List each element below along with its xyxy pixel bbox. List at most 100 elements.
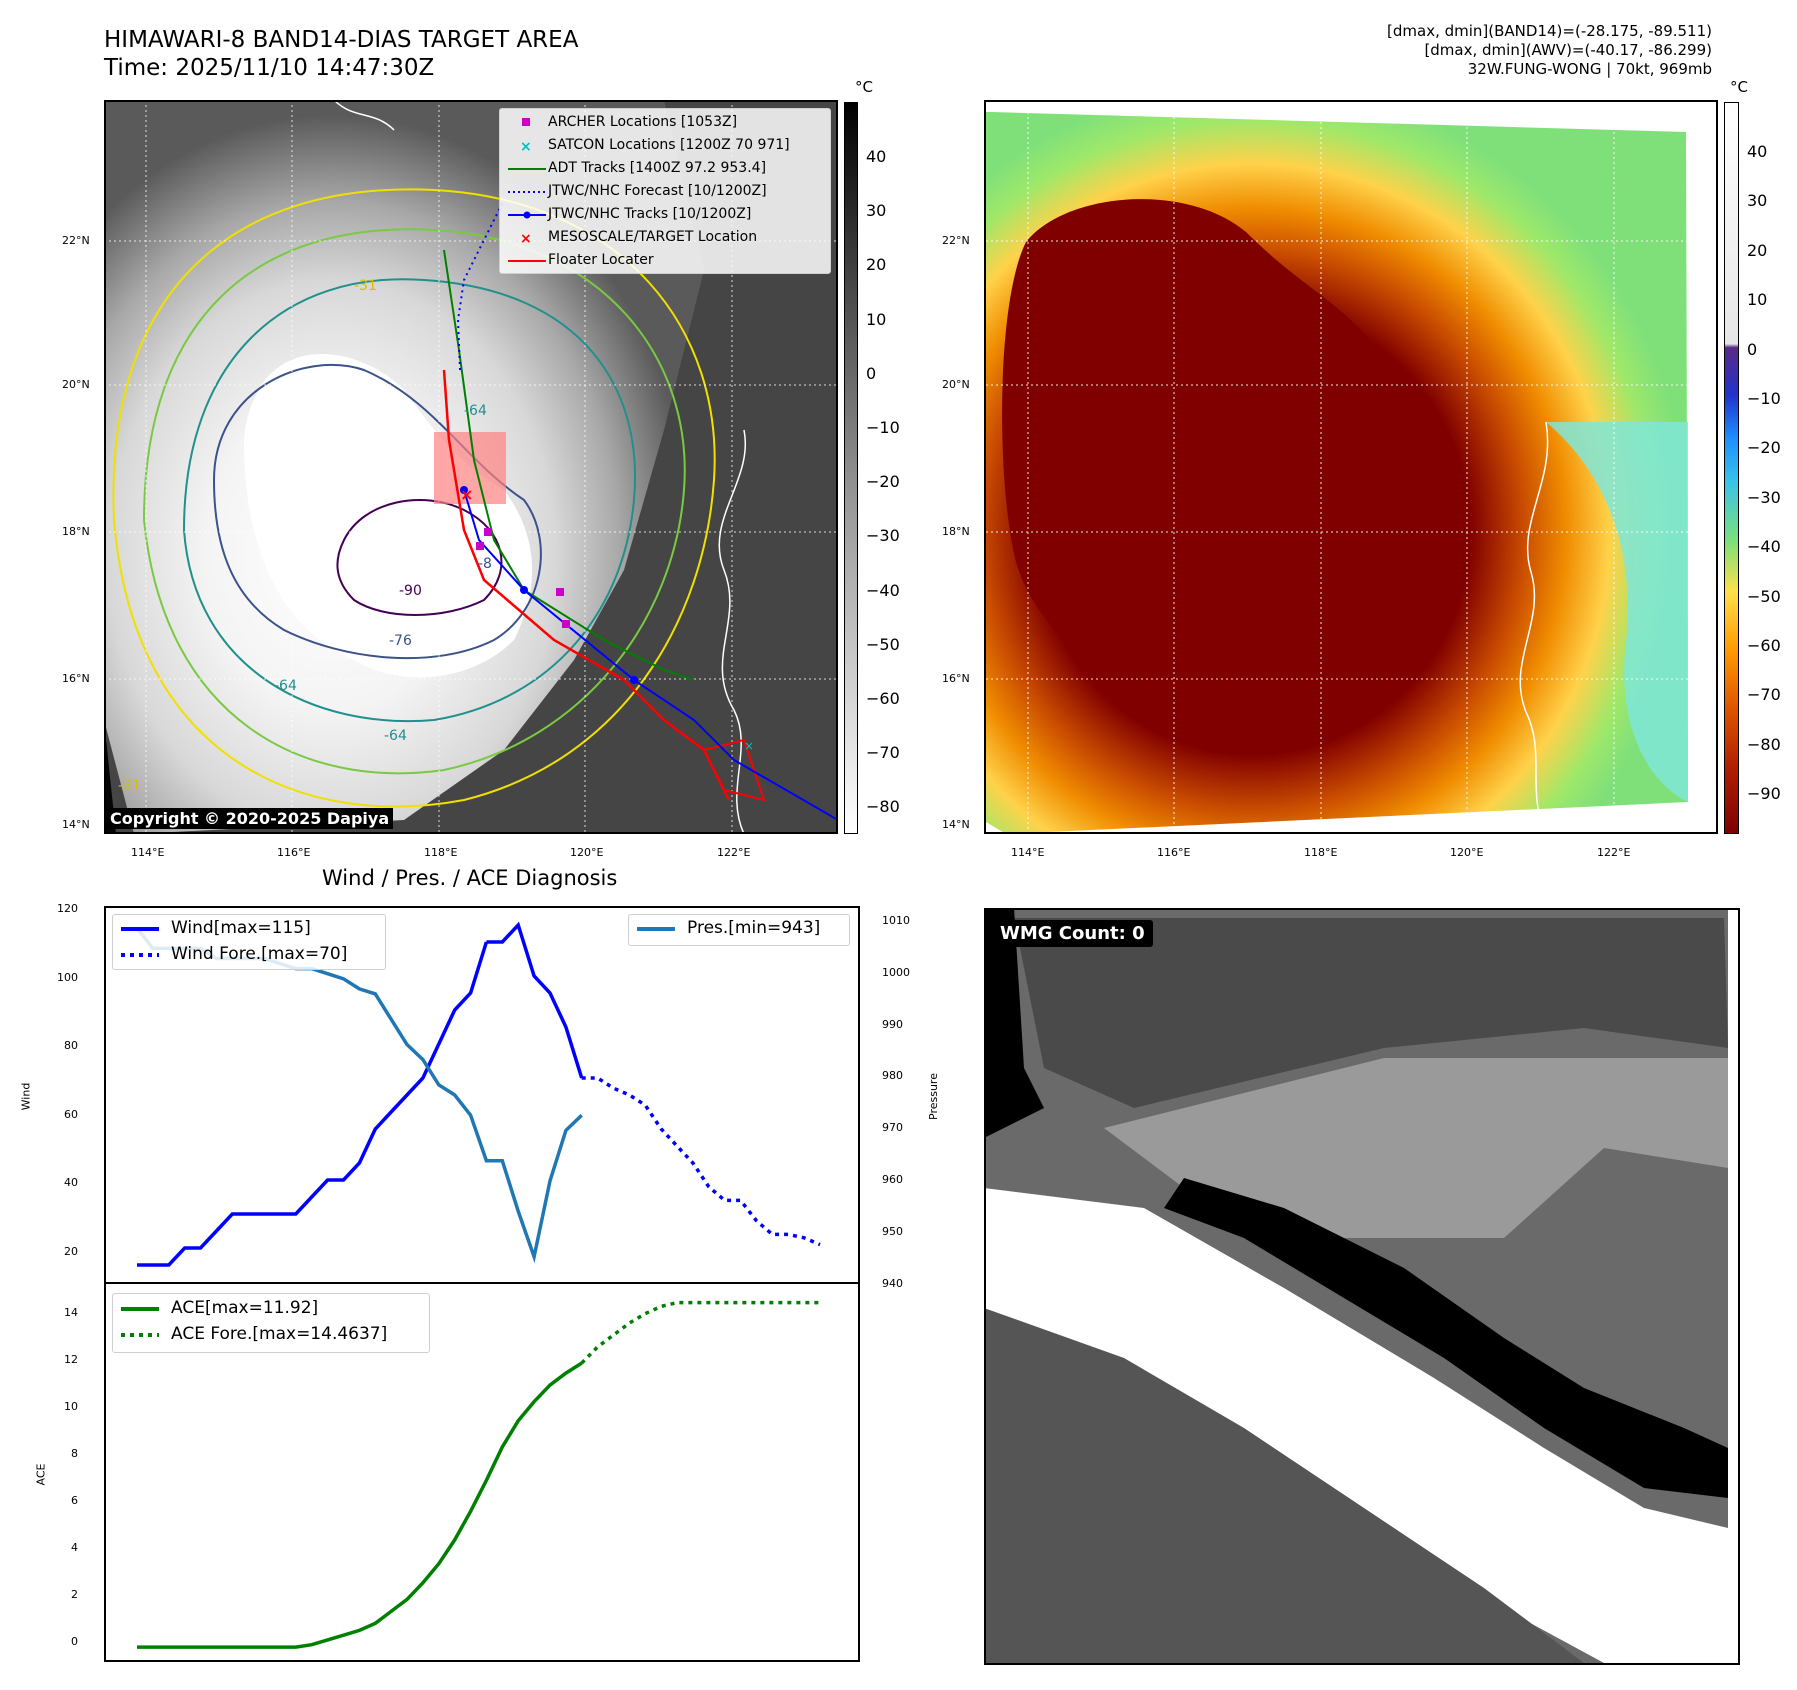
legend-entry: JTWC/NHC Tracks [10/1200Z] <box>500 203 830 226</box>
legend-swatch <box>508 211 546 219</box>
series-line <box>137 1361 583 1649</box>
info-block: [dmax, dmin](BAND14)=(-28.175, -89.511) … <box>1387 22 1712 79</box>
lon-tick: 114°E <box>131 846 165 859</box>
colorbar-right-tick: 10 <box>1747 290 1768 310</box>
contour-label: -90 <box>399 583 422 599</box>
satcon-location: × <box>744 739 754 753</box>
lat-tick: 16°N <box>62 672 90 685</box>
archer-location <box>484 528 492 536</box>
legend-swatch <box>508 191 546 193</box>
wind-tick: 100 <box>57 970 78 984</box>
wind-tick: 60 <box>64 1107 78 1121</box>
colorbar-right-tick: 40 <box>1747 142 1768 161</box>
colorbar-left-tick: −70 <box>866 743 900 763</box>
floater-locater-track <box>442 369 731 801</box>
legend-entry: ADT Tracks [1400Z 97.2 953.4] <box>500 157 830 180</box>
wmg-dark-region <box>1014 918 1728 1108</box>
lat-tick: 18°N <box>942 525 970 538</box>
pres-legend-rows: Pres.[min=943] <box>629 917 849 943</box>
legend-label: Pres.[min=943] <box>687 918 821 938</box>
ace-series-group <box>137 1300 820 1649</box>
legend-label: JTWC/NHC Tracks [10/1200Z] <box>548 206 752 222</box>
svg-text:×: × <box>520 139 532 155</box>
legend-label: Wind[max=115] <box>171 918 311 938</box>
legend-label: MESOSCALE/TARGET Location <box>548 229 758 245</box>
wmg-svg <box>984 908 1738 1663</box>
legend-entry: ACE[max=11.92] <box>113 1297 429 1323</box>
target-location: × <box>460 485 473 504</box>
ace-tick: 14 <box>64 1306 78 1319</box>
wmg-black-band <box>1164 1178 1728 1498</box>
jtwc-point <box>520 586 528 594</box>
legend-swatch: × <box>520 231 532 247</box>
diag-title: Wind / Pres. / ACE Diagnosis <box>322 866 618 890</box>
colorbar-right-tick: −70 <box>1747 685 1781 705</box>
lat-tick: 22°N <box>62 234 90 247</box>
contour-label: -8 <box>478 556 492 572</box>
colorbar-left-tick: 10 <box>866 309 887 329</box>
awv-gridlines <box>986 102 1718 834</box>
wind-ylabel: Wind <box>19 1082 33 1111</box>
legend-entry: Floater Locater <box>500 249 830 272</box>
legend-swatch <box>522 118 530 126</box>
colorbar-left-tick: −60 <box>866 689 900 708</box>
colorbar-right-unit: °C <box>1730 78 1748 96</box>
ace-tick: 4 <box>71 1541 78 1554</box>
contour-neg64 <box>182 278 636 722</box>
legend-swatch: × <box>520 139 532 155</box>
wind-tick: 40 <box>64 1176 78 1190</box>
legend-entry: Wind[max=115] <box>113 917 385 943</box>
map-legend-rows: ARCHER Locations [1053Z] × SATCON Location… <box>500 111 830 272</box>
legend-swatch <box>121 1333 159 1337</box>
title-line1: HIMAWARI-8 BAND14-DIAS TARGET AREA <box>104 27 579 53</box>
legend-entry: Pres.[min=943] <box>629 917 849 943</box>
archer-location <box>476 542 484 550</box>
legend-label: ARCHER Locations [1053Z] <box>548 114 738 130</box>
lat-tick: 16°N <box>942 672 970 685</box>
colorbar-right-tick: −50 <box>1747 586 1781 606</box>
colorbar-left-tick: 0 <box>866 363 877 383</box>
pres-tick: 990 <box>882 1017 903 1031</box>
pres-tick: 980 <box>882 1069 903 1083</box>
contour-neg90 <box>336 499 503 616</box>
wmg-white-band <box>984 1188 1728 1663</box>
lat-tick: 20°N <box>942 378 970 391</box>
wmg-right-edge <box>1728 908 1738 1663</box>
colorbar-right-tick: −80 <box>1747 734 1781 754</box>
colorbar-left-tick: −20 <box>866 472 900 492</box>
contour-label: -76 <box>389 633 412 649</box>
contour-neg76 <box>212 364 542 660</box>
lon-tick: 120°E <box>570 846 604 859</box>
wind-legend: Wind[max=115] Wind Fore.[max=70] <box>112 914 386 970</box>
cold-core <box>244 354 533 678</box>
pres-tick: 940 <box>882 1276 903 1290</box>
pres-series-group <box>135 927 583 1264</box>
legend-entry: Wind Fore.[max=70] <box>113 943 385 969</box>
coastline-china <box>333 100 395 131</box>
legend-label: ADT Tracks [1400Z 97.2 953.4] <box>548 160 767 176</box>
colorbar-left-tick: 30 <box>866 201 887 221</box>
wmg-light-region <box>1104 1058 1728 1238</box>
ace-axes-frame <box>104 1282 860 1662</box>
ace-tick: 12 <box>64 1353 78 1366</box>
contour-neg50 <box>142 228 686 775</box>
legend-swatch <box>121 953 159 957</box>
series-line <box>581 1076 821 1247</box>
wmg-lower-region <box>984 1308 1584 1663</box>
colorbar-right-tick: −30 <box>1747 487 1781 507</box>
title-line2: Time: 2025/11/10 14:47:30Z <box>104 55 435 81</box>
legend-label: Floater Locater <box>548 252 654 268</box>
colorbar-left-unit: °C <box>855 78 873 96</box>
ace-tick: 8 <box>71 1447 78 1460</box>
legend-entry: × MESOSCALE/TARGET Location <box>500 226 830 249</box>
adt-track <box>443 249 695 681</box>
colorbar-right-tick: 20 <box>1747 240 1768 260</box>
map-legend: ARCHER Locations [1053Z] × SATCON Location… <box>499 108 831 274</box>
lon-tick: 122°E <box>1597 846 1631 859</box>
legend-swatch <box>121 927 159 931</box>
ace-ylabel: ACE <box>34 1463 48 1486</box>
ace-tick: 2 <box>71 1588 78 1601</box>
legend-entry: JTWC/NHC Forecast [10/1200Z] <box>500 180 830 203</box>
info-line2: [dmax, dmin](AWV)=(-40.17, -86.299) <box>1424 41 1712 59</box>
pres-tick: 970 <box>882 1121 903 1135</box>
